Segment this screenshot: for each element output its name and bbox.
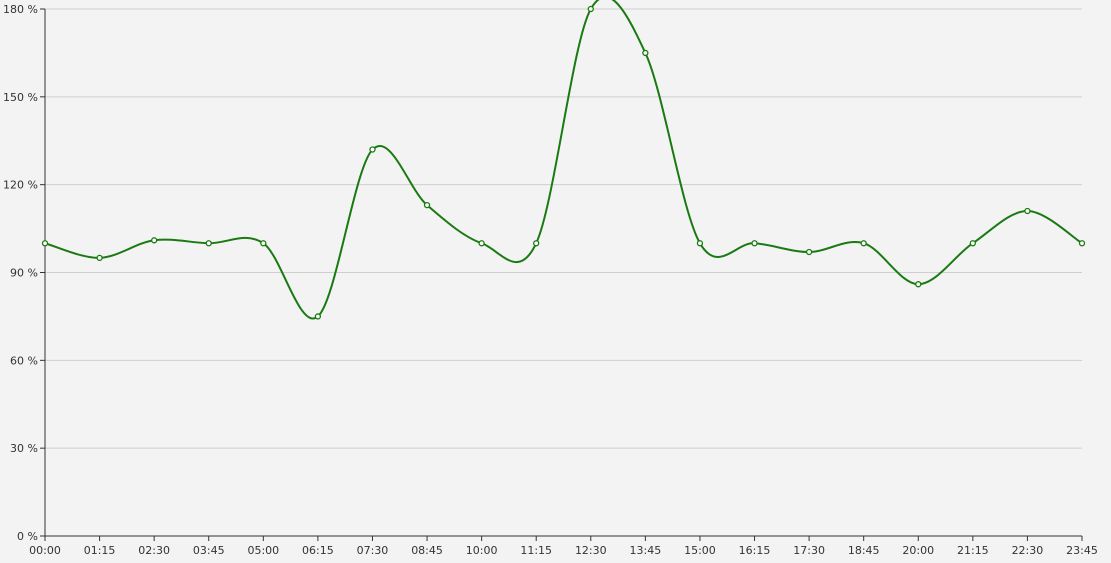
x-tick-label: 06:15 (302, 544, 334, 557)
x-tick-label: 18:45 (848, 544, 880, 557)
data-point (533, 240, 540, 247)
x-tick-label: 21:15 (957, 544, 989, 557)
y-tick-label: 120 % (3, 179, 38, 192)
data-point (642, 49, 649, 57)
x-tick-label: 20:00 (902, 544, 934, 557)
data-point (587, 5, 594, 13)
x-tick-label: 15:00 (684, 544, 716, 557)
y-tick-label: 150 % (3, 91, 38, 104)
x-tick-label: 13:45 (630, 544, 662, 557)
y-axis-ticks: 0 % 30 % 60 % 90 % 120 % 150 % 180 % (3, 3, 45, 543)
x-axis-ticks: 00:00 01:15 02:30 03:45 05:00 06:15 07:30 08:45… (29, 536, 1098, 557)
x-tick-label: 00:00 (29, 544, 61, 557)
x-tick-label: 05:00 (247, 544, 279, 557)
data-point (915, 281, 922, 288)
series-group (41, 0, 1086, 320)
x-tick-label: 03:45 (193, 544, 225, 557)
x-tick-label: 12:30 (575, 544, 607, 557)
x-tick-label: 02:30 (138, 544, 170, 557)
data-point (478, 240, 485, 247)
data-point (314, 313, 322, 320)
data-point (751, 240, 758, 247)
data-point (1078, 240, 1086, 247)
x-tick-label: 11:15 (520, 544, 552, 557)
y-tick-label: 180 % (3, 3, 38, 16)
x-tick-label: 07:30 (357, 544, 389, 557)
data-point (96, 254, 103, 262)
y-tick-label: 90 % (10, 267, 38, 280)
series-line (44, 0, 1083, 320)
data-point (205, 240, 212, 247)
x-tick-label: 10:00 (466, 544, 498, 557)
y-tick-label: 0 % (17, 530, 38, 543)
x-tick-label: 01:15 (84, 544, 116, 557)
x-tick-label: 08:45 (411, 544, 443, 557)
gridlines (45, 8, 1082, 449)
data-point (41, 240, 49, 247)
x-tick-label: 22:30 (1012, 544, 1044, 557)
y-tick-label: 60 % (10, 354, 38, 367)
y-tick-label: 30 % (10, 442, 38, 455)
x-tick-label: 17:30 (793, 544, 825, 557)
data-point (369, 146, 376, 153)
data-point (260, 240, 267, 247)
data-point (151, 237, 158, 244)
x-tick-label: 23:45 (1066, 544, 1098, 557)
data-point (860, 240, 867, 247)
data-point (805, 248, 813, 256)
data-point (696, 240, 704, 247)
x-tick-label: 16:15 (739, 544, 771, 557)
data-point (969, 240, 976, 247)
data-point (423, 202, 431, 209)
data-point (1024, 207, 1031, 215)
